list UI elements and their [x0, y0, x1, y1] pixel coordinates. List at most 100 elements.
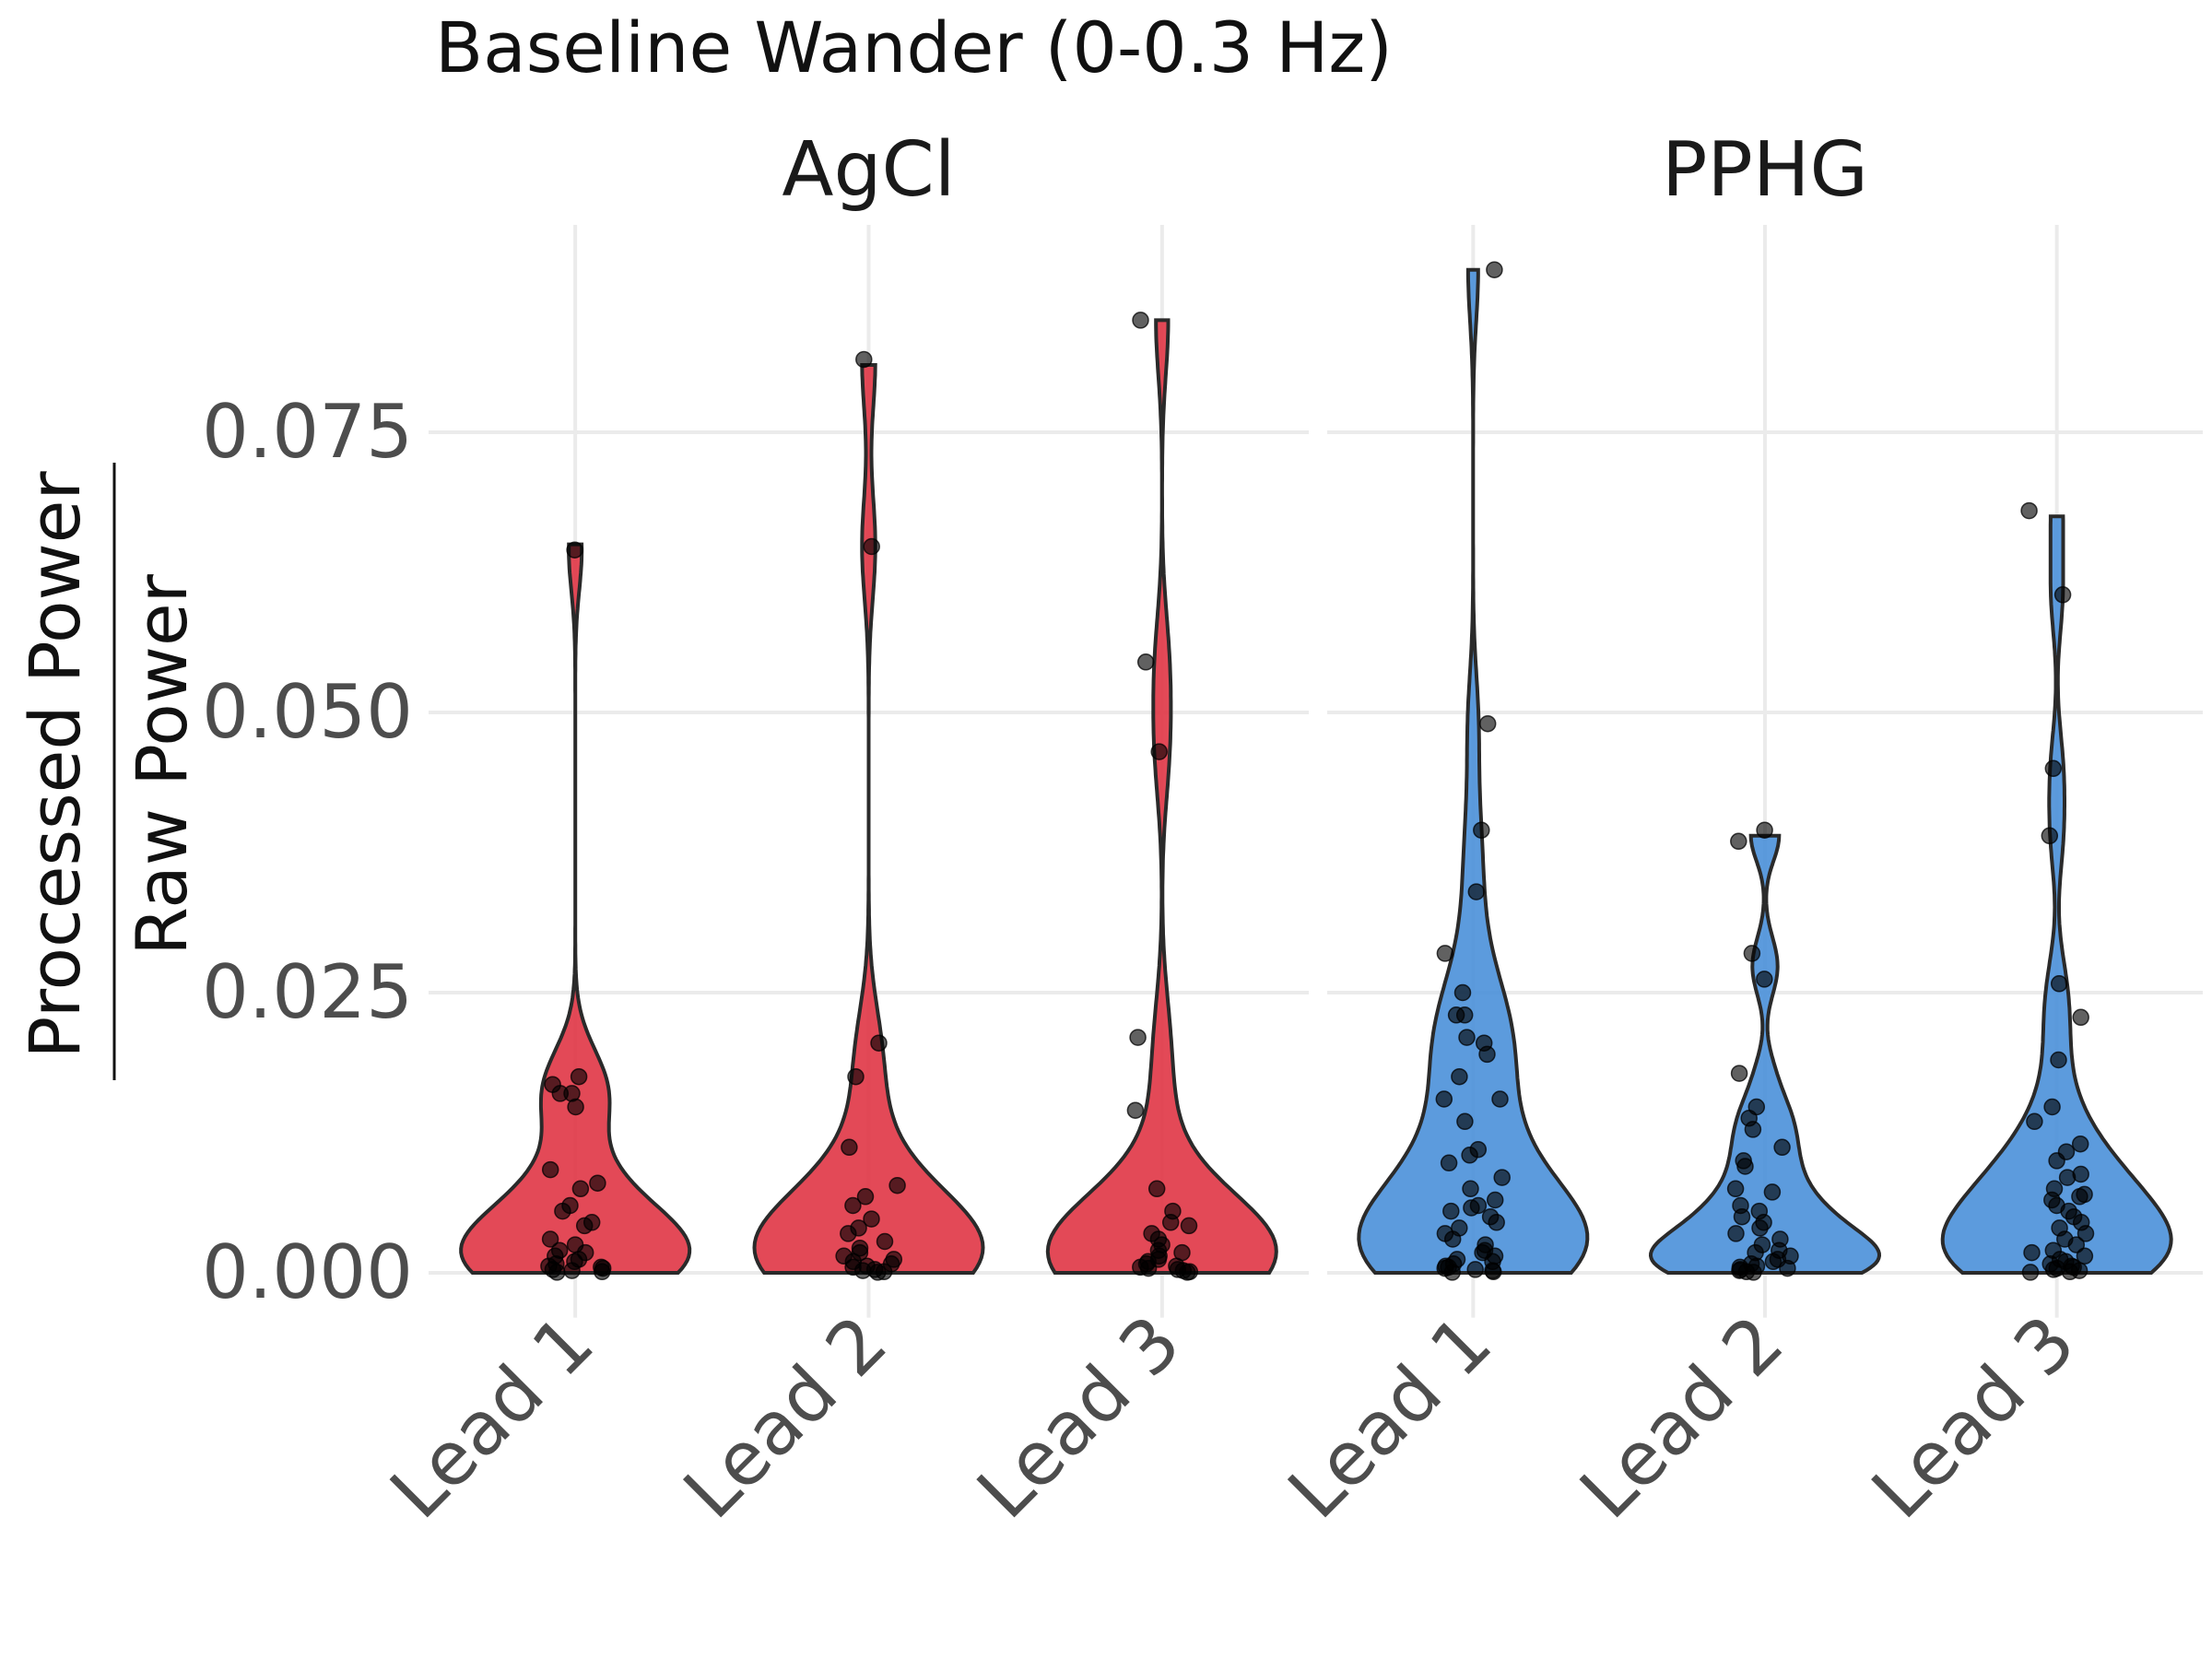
violin-agcl-lead-1 [459, 542, 692, 1275]
data-point [1436, 945, 1454, 962]
x-tick-label: Lead 3 [961, 1300, 1197, 1535]
data-point [594, 1263, 611, 1281]
data-point [1763, 1183, 1782, 1201]
data-point [2076, 1247, 2094, 1265]
data-point [1726, 1180, 1745, 1198]
data-point [1493, 1169, 1511, 1186]
data-point [1466, 1261, 1484, 1278]
data-point [1478, 1045, 1496, 1064]
data-point [1442, 1202, 1460, 1220]
data-point [876, 1232, 894, 1251]
data-point [2043, 1098, 2061, 1116]
data-point [1779, 1259, 1796, 1277]
data-point [1756, 971, 1773, 988]
y-tick-label: 0.025 [202, 949, 413, 1035]
x-tick-label: Lead 2 [667, 1300, 903, 1535]
data-point [1139, 1259, 1158, 1277]
data-point [1435, 1090, 1453, 1108]
data-point [1491, 1090, 1509, 1108]
data-point [2077, 1225, 2095, 1242]
data-point [1727, 1225, 1745, 1242]
data-point [856, 1188, 875, 1206]
data-point [1126, 1101, 1145, 1119]
data-point [853, 1262, 872, 1279]
y-tick-label: 0.000 [202, 1230, 413, 1315]
data-point [863, 1210, 880, 1228]
data-point [1478, 714, 1497, 733]
data-point [2023, 1243, 2041, 1262]
data-point [2048, 1152, 2065, 1170]
data-point [1745, 1264, 1762, 1281]
data-point [2026, 1112, 2043, 1131]
violin-pphg-lead-3 [1940, 514, 2173, 1275]
data-point [855, 350, 873, 369]
y-axis-title-numerator: Processed Power [14, 471, 96, 1059]
data-point [2021, 1264, 2040, 1281]
data-point [2041, 827, 2059, 845]
data-point [1730, 832, 1747, 851]
data-point [1136, 653, 1155, 671]
y-tick-label: 0.075 [202, 389, 413, 475]
data-point [1744, 1121, 1762, 1138]
data-point [1440, 1154, 1458, 1172]
data-point [1447, 1006, 1465, 1024]
data-point [1180, 1217, 1198, 1235]
data-point [869, 1264, 887, 1281]
data-point [844, 1196, 862, 1215]
data-point [1451, 1067, 1468, 1086]
data-point [1486, 261, 1503, 278]
data-point [589, 1174, 606, 1192]
data-point [541, 1230, 559, 1248]
data-point [841, 1138, 858, 1157]
data-point [1486, 1191, 1504, 1209]
data-point [2071, 1135, 2089, 1153]
x-tick-label: Lead 1 [1272, 1300, 1508, 1535]
data-point [888, 1176, 906, 1194]
data-point [847, 1067, 865, 1086]
data-point [563, 1262, 581, 1279]
data-point [566, 541, 583, 559]
data-point [1456, 1112, 1474, 1131]
violin-pphg-lead-1 [1357, 267, 1590, 1275]
data-point [1730, 1065, 1748, 1082]
x-tick-label: Lead 1 [374, 1300, 610, 1535]
data-point [1443, 1264, 1461, 1281]
data-point [570, 1067, 588, 1086]
data-point [1488, 1214, 1505, 1231]
data-point [2044, 1261, 2063, 1278]
data-point [1756, 821, 1773, 839]
data-point [2067, 1236, 2086, 1253]
facet-strip-label: AgCl [782, 126, 955, 214]
data-point [1129, 1029, 1147, 1046]
data-point [1773, 1138, 1791, 1157]
data-point [1751, 1219, 1769, 1237]
facet-strip-label: PPHG [1662, 126, 1868, 214]
data-point [2071, 1188, 2088, 1206]
data-point [1458, 1029, 1476, 1046]
data-point [2053, 586, 2072, 604]
data-point [870, 1034, 888, 1052]
facet-panel-pphg: PPHG Lead 1 Lead 2 Lead 3 [1272, 126, 2203, 1535]
data-point [1453, 983, 1472, 1002]
violin-agcl-lead-2 [752, 363, 985, 1275]
y-axis-title-denominator: Raw Power [121, 573, 203, 956]
data-point [1147, 1180, 1166, 1198]
data-point [1736, 1158, 1754, 1175]
data-point [541, 1160, 559, 1179]
y-axis-ticks: 0.000 0.025 0.050 0.075 [202, 389, 413, 1315]
data-point [2050, 975, 2068, 993]
facet-panel-agcl: AgCl Lead 1 Lead 2 Lead 3 [374, 126, 1309, 1535]
data-point [1461, 1147, 1478, 1164]
data-point [2044, 759, 2063, 778]
data-point [1150, 743, 1168, 760]
data-point [1462, 1180, 1479, 1198]
data-point [863, 537, 880, 556]
x-tick-label: Lead 2 [1564, 1300, 1800, 1535]
data-point [2072, 1008, 2089, 1027]
data-point [554, 1202, 571, 1220]
data-point [1764, 1253, 1783, 1271]
data-point [1467, 883, 1486, 900]
data-point [1443, 1230, 1462, 1248]
